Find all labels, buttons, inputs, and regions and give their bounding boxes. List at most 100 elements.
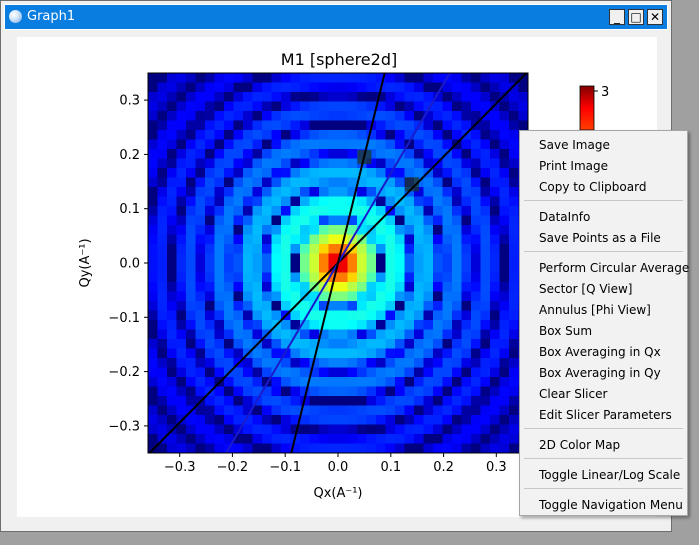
heatmap-cell xyxy=(157,139,168,150)
heatmap-cell xyxy=(480,339,491,349)
heatmap-cell xyxy=(347,177,358,188)
minimize-button[interactable]: _ xyxy=(609,9,625,25)
heatmap-cell xyxy=(328,329,339,340)
heatmap-cell xyxy=(281,130,291,140)
heatmap-cell xyxy=(309,348,320,359)
heatmap-cell xyxy=(328,405,339,416)
heatmap-cell xyxy=(404,130,415,140)
heatmap-cell xyxy=(224,301,234,311)
menu-item[interactable]: Copy to Clipboard xyxy=(539,180,647,194)
close-button[interactable]: ✕ xyxy=(647,9,663,25)
heatmap-cell xyxy=(252,158,263,169)
heatmap-cell xyxy=(243,339,253,349)
menu-item[interactable]: Box Averaging in Qx xyxy=(539,345,661,359)
heatmap-cell xyxy=(509,234,519,245)
heatmap-cell xyxy=(490,158,500,169)
heatmap-cell xyxy=(281,434,291,444)
heatmap-cell xyxy=(385,339,396,349)
x-tick-label: 0.2 xyxy=(433,460,454,475)
heatmap-cell xyxy=(414,263,424,273)
menu-item[interactable]: 2D Color Map xyxy=(539,438,621,452)
menu-item[interactable]: Perform Circular Average xyxy=(539,261,690,275)
heatmap-cell xyxy=(309,310,320,321)
heatmap-cell xyxy=(338,291,348,302)
heatmap-cell xyxy=(233,329,244,340)
heatmap-cell xyxy=(233,196,244,207)
menu-item[interactable]: Edit Slicer Parameters xyxy=(539,408,672,422)
heatmap-cell xyxy=(271,92,282,102)
menu-item[interactable]: Toggle Navigation Menu xyxy=(539,498,683,512)
heatmap-cell xyxy=(281,272,291,283)
menu-item[interactable]: DataInfo xyxy=(539,210,591,224)
heatmap-cell xyxy=(224,358,234,368)
heatmap-cell xyxy=(328,348,339,359)
menu-item[interactable]: Toggle Linear/Log Scale xyxy=(539,468,681,482)
heatmap-cell xyxy=(366,234,377,245)
heatmap-cell xyxy=(186,253,196,264)
heatmap-cell xyxy=(271,82,282,93)
heatmap-cell xyxy=(366,386,377,397)
heatmap-cell xyxy=(385,396,396,406)
y-tick-label: 0.3 xyxy=(119,94,140,109)
heatmap-cell xyxy=(423,434,434,444)
heatmap-cell xyxy=(319,206,329,216)
heatmap-cell xyxy=(176,282,187,292)
heatmap-cell xyxy=(395,301,405,311)
title-bar[interactable]: Graph1 _ □ ✕ xyxy=(4,4,668,30)
heatmap-cell xyxy=(471,443,481,454)
heatmap-cell xyxy=(319,386,329,397)
menu-item[interactable]: Clear Slicer xyxy=(539,387,608,401)
menu-item[interactable]: Save Points as a File xyxy=(539,231,661,245)
heatmap-cell xyxy=(433,82,443,93)
heatmap-cell xyxy=(347,168,358,178)
heatmap-cell xyxy=(157,272,168,283)
heatmap-cell xyxy=(300,329,310,340)
heatmap-cell xyxy=(157,377,168,387)
heatmap-cell xyxy=(243,73,253,83)
heatmap-cell xyxy=(385,149,396,159)
heatmap-cell xyxy=(290,92,301,102)
heatmap-cell xyxy=(252,225,263,235)
heatmap-cell xyxy=(195,405,206,416)
heatmap-cell xyxy=(423,424,434,435)
heatmap-cell xyxy=(461,120,472,131)
heatmap-cell xyxy=(499,377,510,387)
heatmap-cell xyxy=(233,282,244,292)
heatmap-cell xyxy=(499,282,510,292)
heatmap-cell xyxy=(404,405,415,416)
menu-item[interactable]: Box Sum xyxy=(539,324,593,338)
heatmap-cell xyxy=(186,139,196,150)
heatmap-chart[interactable]: M1 [sphere2d] −0.3 −0.2 −0.1 0.0 0.1 0.2 0.3 0… xyxy=(17,37,657,517)
heatmap-cell xyxy=(281,424,291,435)
heatmap-cell xyxy=(461,291,472,302)
heatmap-cell xyxy=(385,434,396,444)
heatmap-cell xyxy=(328,111,339,121)
heatmap-cell xyxy=(262,253,272,264)
heatmap-cell xyxy=(214,358,225,368)
menu-item[interactable]: Sector [Q View] xyxy=(539,282,633,296)
heatmap-cell xyxy=(243,424,253,435)
heatmap-cell xyxy=(186,158,196,169)
heatmap-cell xyxy=(414,339,424,349)
heatmap-cell xyxy=(328,158,339,169)
slicer-lines[interactable] xyxy=(123,46,554,480)
heatmap-cell xyxy=(300,111,310,121)
heatmap-cell xyxy=(499,92,510,102)
menu-item[interactable]: Save Image xyxy=(539,138,610,152)
heatmap-cell xyxy=(490,339,500,349)
heatmap-cell xyxy=(471,263,481,273)
heatmap-cell xyxy=(414,424,424,435)
heatmap-cell xyxy=(195,320,206,330)
menu-item[interactable]: Box Averaging in Qy xyxy=(539,366,661,380)
heatmap-cell xyxy=(442,139,453,150)
menu-item[interactable]: Annulus [Phi View] xyxy=(539,303,651,317)
heatmap-cell xyxy=(224,415,234,425)
heatmap-cell xyxy=(252,244,263,254)
maximize-button[interactable]: □ xyxy=(628,9,644,25)
menu-item[interactable]: Print Image xyxy=(539,159,608,173)
heatmap-cell xyxy=(186,348,196,359)
heatmap-cell xyxy=(281,111,291,121)
heatmap-cell xyxy=(195,329,206,340)
heatmap-cell xyxy=(233,367,244,378)
heatmap-cell xyxy=(243,120,253,131)
